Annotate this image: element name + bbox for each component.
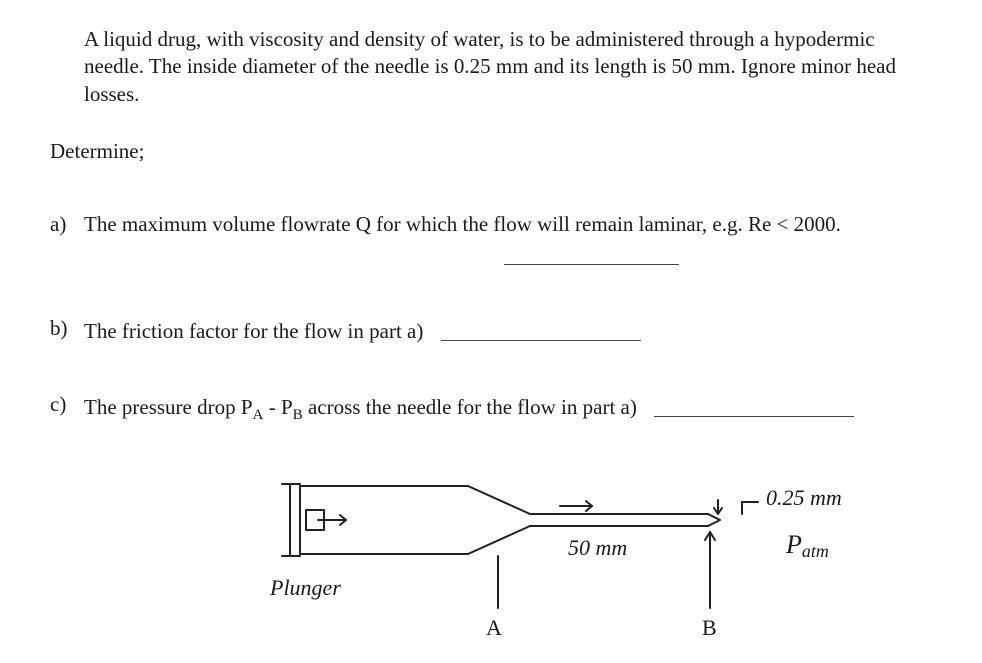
part-c-label: c) [50,391,84,426]
part-b-text: The friction factor for the flow in part… [84,319,423,343]
plunger-label: Plunger [270,574,341,603]
point-a-label: A [486,614,502,643]
patm-label: Patm [786,528,829,562]
part-c: c) The pressure drop PA - PB across the … [50,391,932,426]
part-a: a) The maximum volume flowrate Q for whi… [50,211,932,269]
sub-a: A [253,407,264,423]
answer-blank-c [654,394,854,417]
part-c-text-1: The pressure drop P [84,395,253,419]
part-c-text-3: across the needle for the flow in part a… [303,395,637,419]
syringe-figure: 50 mm Plunger A B 0.25 mm Patm [230,456,930,656]
length-label: 50 mm [568,534,627,563]
problem-intro: A liquid drug, with viscosity and densit… [84,26,922,108]
point-b-label: B [702,614,717,643]
diameter-label: 0.25 mm [766,484,842,513]
part-c-text-2: - P [263,395,292,419]
part-a-label: a) [50,211,84,269]
determine-heading: Determine; [50,138,932,165]
answer-blank-a [504,241,679,264]
sub-b: B [293,407,303,423]
answer-blank-b [441,318,641,341]
part-a-text: The maximum volume flowrate Q for which … [84,212,841,236]
part-b: b) The friction factor for the flow in p… [50,315,932,345]
part-b-label: b) [50,315,84,345]
